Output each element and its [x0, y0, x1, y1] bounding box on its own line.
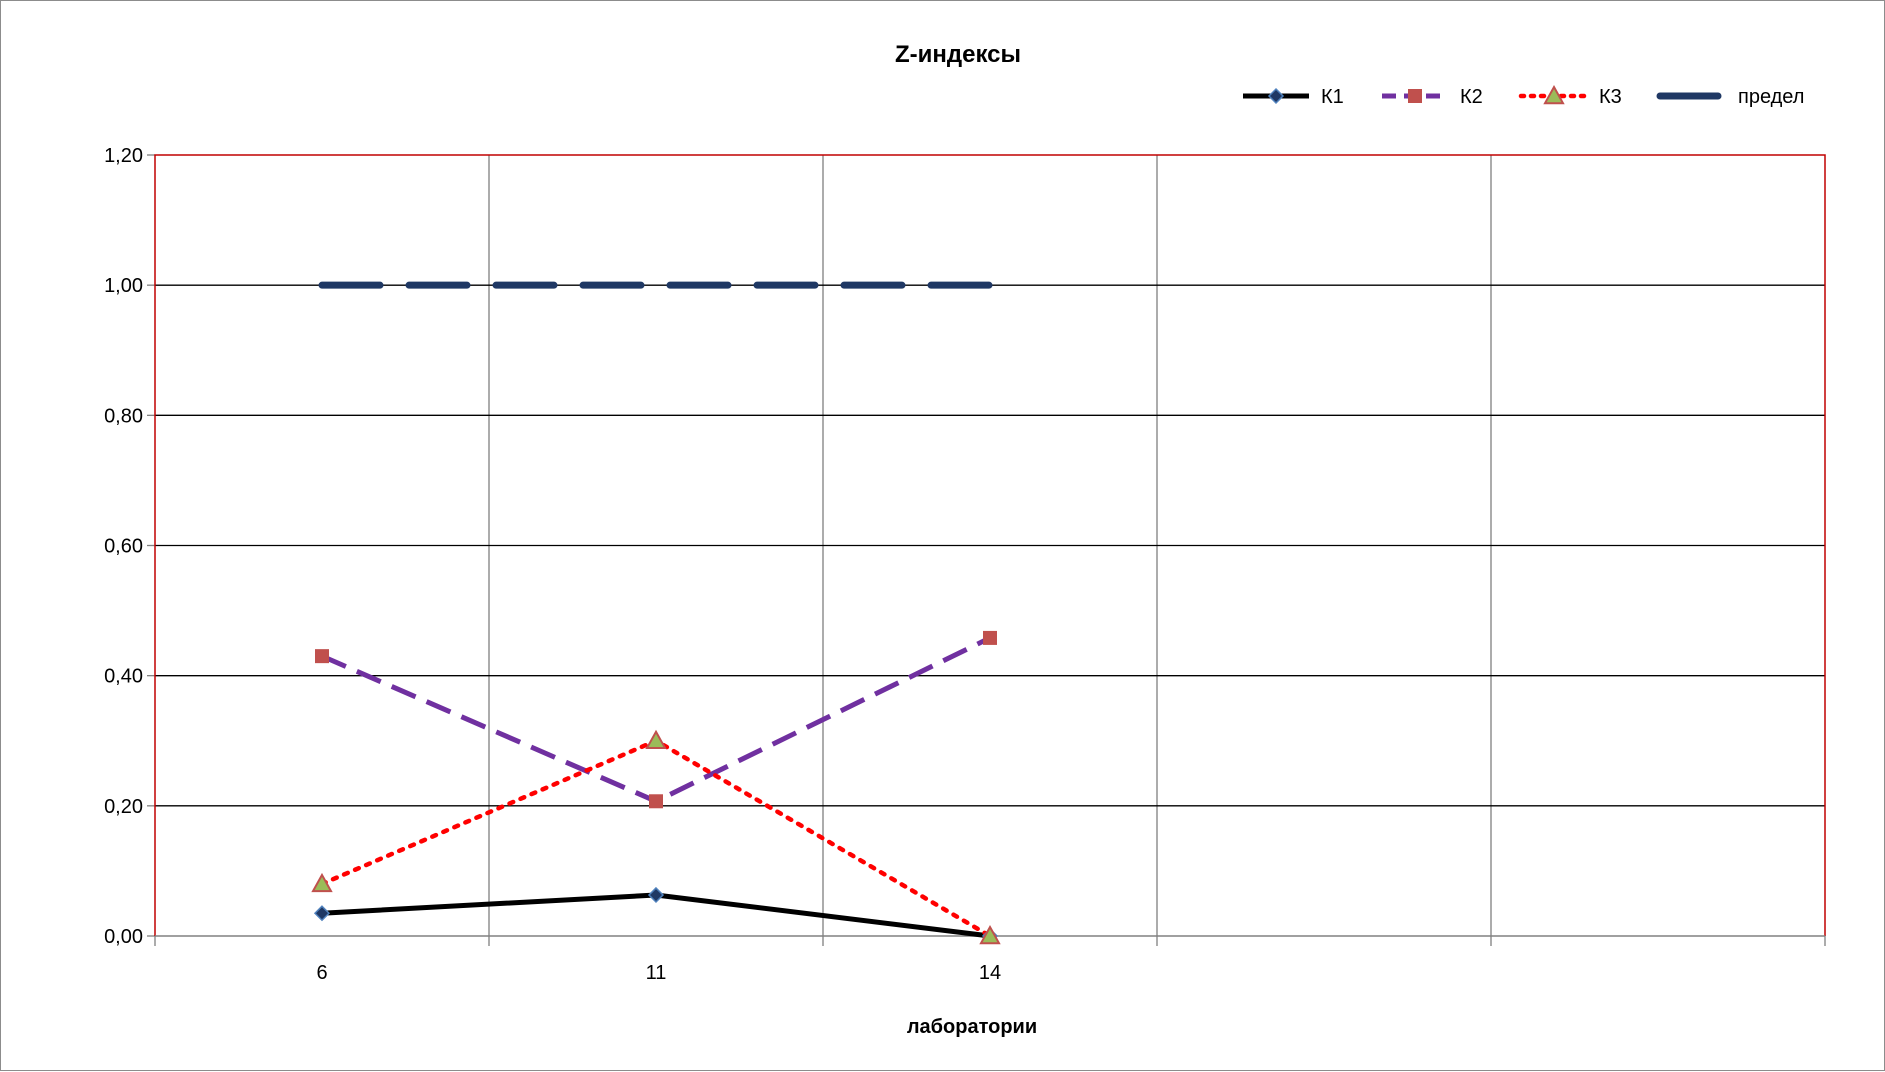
- chart-title: Z-индексы: [895, 41, 1021, 68]
- y-tick-label: 1,20: [104, 145, 143, 167]
- legend-label: К1: [1321, 86, 1344, 108]
- y-tick-label: 0,80: [104, 405, 143, 427]
- data-point-3: [645, 729, 667, 749]
- data-point-3: [311, 872, 333, 893]
- y-tick-label: 0,20: [104, 796, 143, 818]
- tick-layer: 0,00 0,20 0,40 0,60 0,80 1,00 1,20 6 11 14: [104, 145, 1001, 984]
- legend-label: К3: [1599, 86, 1622, 108]
- series-line-2: [321, 635, 992, 804]
- data-point-1: [647, 886, 665, 904]
- legend: К1 К2 К3 предел: [1243, 84, 1804, 108]
- data-point-2: [315, 649, 329, 664]
- x-tick-label: 11: [646, 962, 667, 984]
- marker-layer: [311, 630, 1001, 945]
- legend-label: К2: [1460, 86, 1483, 108]
- x-tick-label: 6: [316, 962, 327, 984]
- plot-border: [154, 154, 1826, 936]
- x-tick-label: 14: [979, 962, 1001, 984]
- y-tick-label: 0,40: [104, 666, 143, 688]
- y-tick-label: 0,00: [104, 926, 143, 948]
- data-point-3: [979, 924, 1001, 945]
- data-point-1: [313, 905, 331, 922]
- legend-marker: [1408, 89, 1422, 103]
- grid-layer: [147, 154, 1826, 946]
- legend-marker: [1543, 84, 1565, 105]
- y-tick-label: 0,60: [104, 536, 143, 558]
- y-tick-label: 1,00: [104, 275, 143, 297]
- data-point-2: [983, 630, 997, 645]
- series-layer: [318, 281, 994, 939]
- legend-label: предел: [1738, 86, 1804, 108]
- legend-marker: [1267, 87, 1285, 105]
- data-point-2: [649, 794, 663, 809]
- x-axis-label: лаборатории: [907, 1016, 1037, 1038]
